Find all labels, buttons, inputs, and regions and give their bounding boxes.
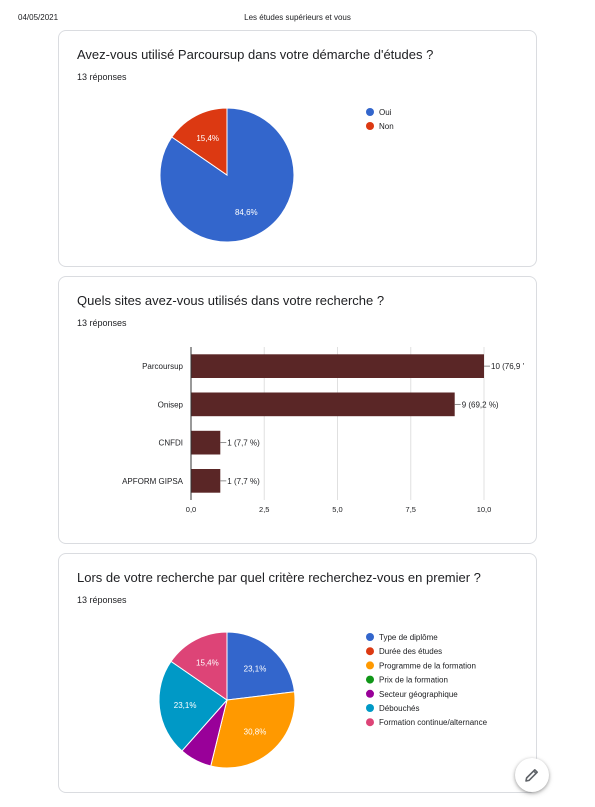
category-label-apform-gipsa: APFORM GIPSA [122,477,184,486]
x-tick-label: 0,0 [186,505,196,514]
criteria-legend-swatch-debouches [366,704,374,712]
data-label-cnfdi: 1 (7,7 %) [227,439,260,448]
category-label-onisep: Onisep [158,400,184,409]
question-card-parcoursup: Avez-vous utilisé Parcoursup dans votre … [58,30,537,267]
bar-chart-sites: 0,0 2,5 5,0 7,5 10,0 Parcoursup 10 (76,9 ' Onis… [122,347,525,514]
pie-chart-parcoursup: 84,6% 15,4% Oui Non [159,107,394,243]
print-date: 04/05/2021 [18,13,59,22]
parcoursup-legend-item-non: Non [379,122,394,131]
data-label-parcoursup: 10 (76,9 ' [491,362,525,371]
bar-cnfdi [191,430,221,455]
bar-apform-gipsa [191,469,221,493]
criteria-legend-item-prix-de-la-formation: Prix de la formation [379,676,448,685]
response-count: 13 réponses [77,318,127,328]
criteria-legend-item-programme-de-la-formation: Programme de la formation [379,661,476,670]
bar-onisep [191,392,455,417]
criteria-legend-item-type-de-diplome: Type de diplôme [379,633,438,642]
x-tick-label: 7,5 [406,505,416,514]
category-label-parcoursup: Parcoursup [142,362,183,371]
criteria-slice-programme-de-la-formation [210,691,296,769]
parcoursup-slice-non [171,107,228,176]
edit-button[interactable] [515,758,549,792]
question-card-criteria: Lors de votre recherche par quel critère… [58,553,537,793]
criteria-legend-swatch-type-de-diplome [366,633,374,641]
criteria-slice-label-type-de-diplome: 23,1% [244,664,267,673]
question-title: Lors de votre recherche par quel critère… [77,570,481,585]
criteria-legend-item-secteur-geographique: Secteur géographique [379,690,458,699]
criteria-legend-item-debouches: Débouchés [379,704,419,713]
parcoursup-legend-item-oui: Oui [379,108,392,117]
criteria-legend-swatch-programme-de-la-formation [366,661,374,670]
criteria-legend-item-formation-continue-alternance: Formation continue/alternance [379,718,488,727]
parcoursup-legend-swatch-oui [366,108,374,116]
bar-parcoursup [191,354,484,378]
criteria-slice-debouches [158,660,228,752]
criteria-slice-label-debouches: 23,1% [174,701,197,710]
criteria-legend-item-duree-des-etudes: Durée des études [379,647,442,656]
criteria-legend-swatch-duree-des-etudes [366,647,374,656]
parcoursup-slice-label-oui: 84,6% [235,208,258,217]
question-title: Quels sites avez-vous utilisés dans votr… [77,293,385,308]
response-count: 13 réponses [77,72,127,82]
parcoursup-slice-oui [159,107,295,243]
data-label-apform-gipsa: 1 (7,7 %) [227,477,260,486]
criteria-slice-type-de-diplome [226,631,296,701]
data-label-onisep: 9 (69,2 %) [462,400,499,409]
criteria-slice-formation-continue-alternance [170,631,228,701]
criteria-slice-label-programme-de-la-formation: 30,8% [244,728,267,737]
x-tick-label: 2,5 [259,505,269,514]
question-title: Avez-vous utilisé Parcoursup dans votre … [77,47,434,62]
parcoursup-slice-label-non: 15,4% [196,134,219,143]
pencil-icon [525,769,538,782]
criteria-legend-swatch-prix-de-la-formation [366,675,374,684]
parcoursup-legend-swatch-non [366,122,374,130]
x-tick-label: 5,0 [332,505,342,514]
criteria-slice-label-formation-continue-alternance: 15,4% [196,659,219,668]
question-card-sites: Quels sites avez-vous utilisés dans votr… [58,276,537,544]
criteria-legend-swatch-formation-continue-alternance [366,718,374,727]
print-header: 04/05/2021 Les études supérieurs et vous [0,13,595,25]
pie-chart-criteria: 23,1% 30,8% 23,1% 15,4% Type de diplôme Durée… [158,631,488,769]
print-title: Les études supérieurs et vous [244,13,351,22]
x-tick-label: 10,0 [477,505,492,514]
response-count: 13 réponses [77,595,127,605]
criteria-legend-swatch-secteur-geographique [366,689,374,698]
category-label-cnfdi: CNFDI [159,439,183,448]
